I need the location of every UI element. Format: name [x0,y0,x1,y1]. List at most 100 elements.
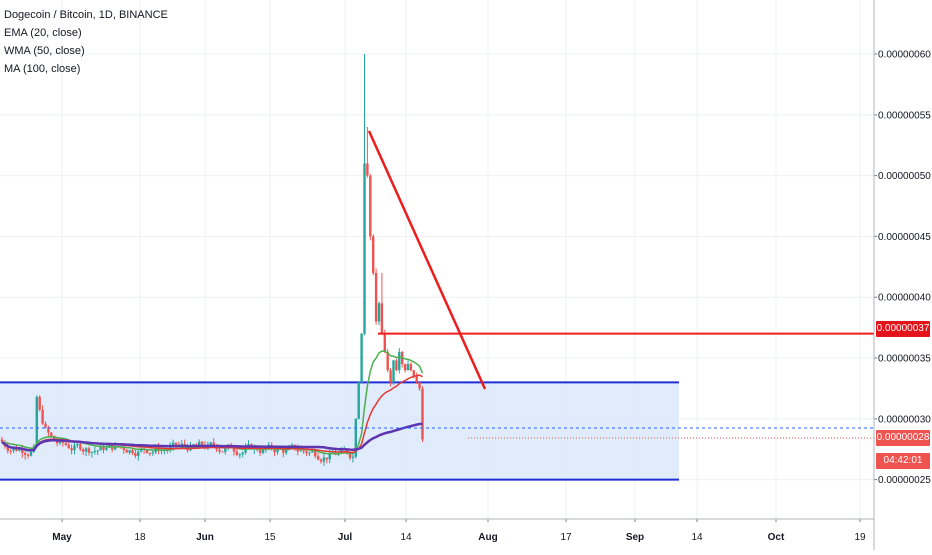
candle-body [395,360,398,371]
candle-body [386,351,389,371]
candle-body [389,370,392,383]
candle-body [348,453,352,458]
candle-body [151,452,154,454]
candle-body [84,448,88,452]
candle-body [113,446,117,450]
x-tick-label: 14 [691,532,703,543]
candle-body [282,448,285,453]
candle-body [325,457,328,460]
drawings[interactable] [0,130,874,439]
candle-body [374,272,378,322]
candle-body [44,423,47,428]
x-tick-label: Jun [196,532,214,543]
candle-body [12,448,15,451]
candle-body [363,163,366,334]
candle-body [328,453,331,460]
candle-body [99,446,102,451]
legend-wma[interactable]: WMA (50, close) [4,45,85,57]
candle-body [360,333,363,383]
candle-body [276,449,279,453]
candle-body [174,442,178,445]
candle-body [273,448,276,453]
candle-body [351,456,355,458]
candle-body [73,445,76,451]
y-tick-label: 0.00000055 [878,110,931,121]
y-tick-label: 0.00000045 [878,232,931,243]
candle-body [21,449,24,454]
candle-body [50,432,53,436]
range-box-fill [0,382,679,480]
candle-body [105,447,108,450]
y-tick-label: 0.00000050 [878,171,931,182]
candle-body [377,303,381,322]
x-tick-label: 18 [134,532,146,543]
candle-body [392,360,395,383]
x-tick-label: 17 [560,532,572,543]
candle-body [26,454,30,456]
candle-body [421,388,424,440]
candle-body [53,435,56,440]
candle-body [38,396,41,410]
countdown-badge: 04:42:01 [876,453,930,469]
candle-body [238,454,241,456]
candle-body [0,439,4,443]
candle-body [82,449,85,452]
candle-body [418,382,421,389]
candle-body [258,449,262,453]
legend-ema[interactable]: EMA (20, close) [4,27,82,39]
trend-line [367,130,487,390]
candle-body [79,443,82,450]
candle-body [406,364,410,371]
candle-body [171,442,175,447]
x-tick-label: 15 [264,532,276,543]
candle-body [183,443,186,446]
candle-body [218,449,221,452]
candle-body [41,409,44,424]
candle-body [157,447,160,451]
candle-body [209,442,212,445]
candle-body [319,459,323,462]
candle-body [244,447,247,453]
candle-body [131,450,134,454]
range-box[interactable] [0,381,679,481]
y-tick-label: 0.00000030 [878,414,931,425]
candle-body [24,453,27,455]
candle-body [212,442,215,445]
chart-title: Dogecoin / Bitcoin, 1D, BINANCE [4,9,168,21]
indicator-lines [1,350,424,455]
candle-body [380,303,384,334]
x-tick-label: 19 [854,532,866,543]
candle-body [235,451,239,455]
candle-body [122,447,125,450]
y-tick-label: 0.00000025 [878,475,931,486]
candle-body [128,450,131,453]
candle-body [372,236,375,273]
x-tick-label: Aug [478,532,497,543]
candle-body [200,441,204,445]
candle-body [15,448,18,451]
candle-body [70,448,73,451]
candle-body [232,448,236,452]
x-tick-label: 14 [400,532,412,543]
candle-body [221,451,224,453]
candle-body [224,448,227,452]
candle-body [285,449,288,453]
candle-body [180,443,183,446]
x-tick-label: Jul [338,532,353,543]
candle-body [415,376,418,383]
candle-body [409,364,413,371]
candle-body [64,442,67,445]
candle-body [6,446,9,451]
candle-body [316,456,320,460]
candle-body [261,449,265,453]
candle-body [302,450,305,452]
candle-body [87,448,91,453]
x-tick-label: Sep [626,532,644,543]
candle-body [241,452,244,455]
legend-ma[interactable]: MA (100, close) [4,63,81,75]
candle-body [357,382,360,419]
candle-body [93,451,96,453]
